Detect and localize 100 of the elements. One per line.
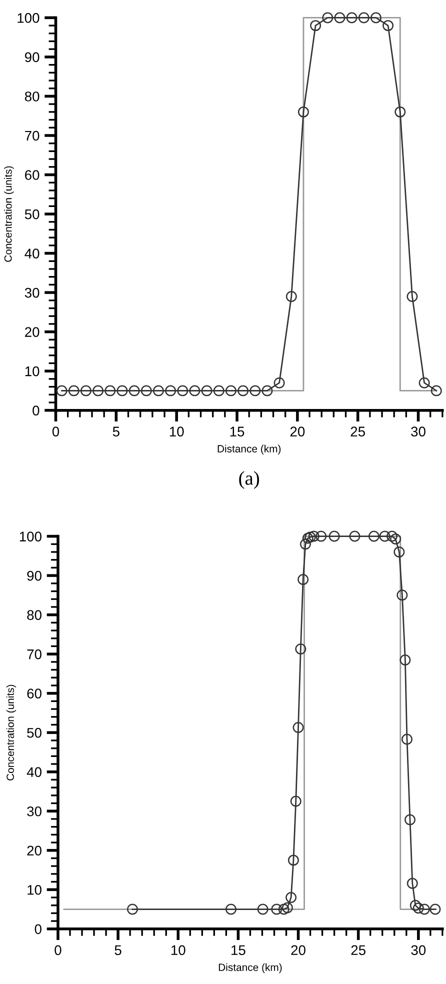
point xyxy=(238,385,249,396)
point xyxy=(302,532,314,544)
x-axis-title: Distance (km) xyxy=(218,444,281,455)
y-tick-label: 80 xyxy=(24,92,40,102)
y-tick-label: 10 xyxy=(28,884,42,895)
point xyxy=(430,385,442,396)
y-tick-label: 60 xyxy=(27,688,42,698)
y-tick-label: 60 xyxy=(25,170,40,180)
point xyxy=(346,12,358,24)
point xyxy=(349,530,360,542)
point xyxy=(406,878,418,889)
x-axis-title: Distance (km) xyxy=(218,963,282,974)
point xyxy=(282,902,293,914)
point xyxy=(177,385,188,396)
point xyxy=(104,385,116,396)
point xyxy=(165,385,176,396)
point xyxy=(300,538,311,550)
point xyxy=(92,385,104,396)
point xyxy=(189,385,200,396)
y-tick-label: 30 xyxy=(27,806,42,816)
point xyxy=(278,904,290,915)
y-tick-label: 30 xyxy=(24,288,40,298)
point xyxy=(390,534,402,545)
y-tick-label: 40 xyxy=(26,767,42,778)
x-tick-label: 10 xyxy=(170,426,184,436)
point xyxy=(418,904,430,915)
x-tick-label: 10 xyxy=(171,945,186,956)
point xyxy=(126,904,138,915)
point xyxy=(418,377,430,388)
point xyxy=(304,532,316,543)
y-tick-label: 70 xyxy=(27,649,42,660)
y-tick-label: 20 xyxy=(27,846,42,856)
point xyxy=(322,12,334,24)
point xyxy=(412,902,424,914)
point xyxy=(262,385,273,396)
y-tick-label: 50 xyxy=(27,728,42,738)
y-tick-label: 80 xyxy=(27,610,42,620)
point xyxy=(80,385,92,396)
x-tick-label: 25 xyxy=(351,945,366,956)
x-tick-label: 20 xyxy=(290,426,305,436)
point xyxy=(286,290,297,302)
text: (a) xyxy=(239,471,260,489)
x-tick-label: 0 xyxy=(52,426,60,436)
point xyxy=(334,12,346,24)
point xyxy=(386,530,398,542)
y-tick-label: 0 xyxy=(34,924,42,934)
point xyxy=(286,892,297,903)
point xyxy=(56,385,68,396)
point xyxy=(274,377,285,388)
x-tick-label: 15 xyxy=(230,426,244,436)
point xyxy=(295,643,306,654)
point xyxy=(400,654,411,666)
point xyxy=(308,530,320,542)
point xyxy=(140,385,152,396)
point xyxy=(298,106,309,118)
x-tick-label: 30 xyxy=(411,945,426,956)
x-tick-label: 20 xyxy=(291,945,306,956)
point xyxy=(379,530,390,542)
x-tick-label: 15 xyxy=(232,945,246,956)
point xyxy=(310,20,322,32)
point xyxy=(292,722,304,733)
point xyxy=(152,385,164,396)
point xyxy=(316,530,327,542)
point xyxy=(328,530,340,542)
point xyxy=(394,106,406,118)
y-tick-label: 90 xyxy=(27,570,42,581)
point xyxy=(257,904,268,915)
y-tick-label: 90 xyxy=(24,52,40,62)
x-tick-label: 25 xyxy=(350,426,365,436)
point xyxy=(298,574,309,585)
point xyxy=(430,904,441,915)
point xyxy=(382,20,394,32)
y-axis-title: Concentration (units) xyxy=(6,684,16,780)
point xyxy=(288,854,299,866)
x-tick-label: 5 xyxy=(112,426,120,436)
x-tick-label: 5 xyxy=(114,945,122,956)
point xyxy=(128,385,140,396)
point xyxy=(404,814,416,826)
point xyxy=(402,734,412,745)
point xyxy=(250,385,261,396)
y-tick-label: 10 xyxy=(25,366,40,376)
y-tick-label: 20 xyxy=(25,327,40,337)
point xyxy=(116,385,128,396)
point xyxy=(225,385,236,396)
point xyxy=(201,385,212,396)
y-tick-label: 70 xyxy=(25,130,40,141)
point xyxy=(370,12,382,24)
point xyxy=(271,904,282,915)
y-tick-label: 0 xyxy=(32,406,40,416)
point xyxy=(394,546,405,558)
point xyxy=(213,385,224,396)
y-tick-label: 100 xyxy=(18,13,40,23)
y-tick-label: 100 xyxy=(20,532,42,542)
point xyxy=(225,904,236,915)
point xyxy=(368,530,380,542)
point xyxy=(68,385,80,396)
point xyxy=(410,900,421,911)
x-tick-label: 0 xyxy=(54,945,62,956)
y-axis-title: Concentration (units) xyxy=(4,166,14,262)
point xyxy=(396,590,408,601)
